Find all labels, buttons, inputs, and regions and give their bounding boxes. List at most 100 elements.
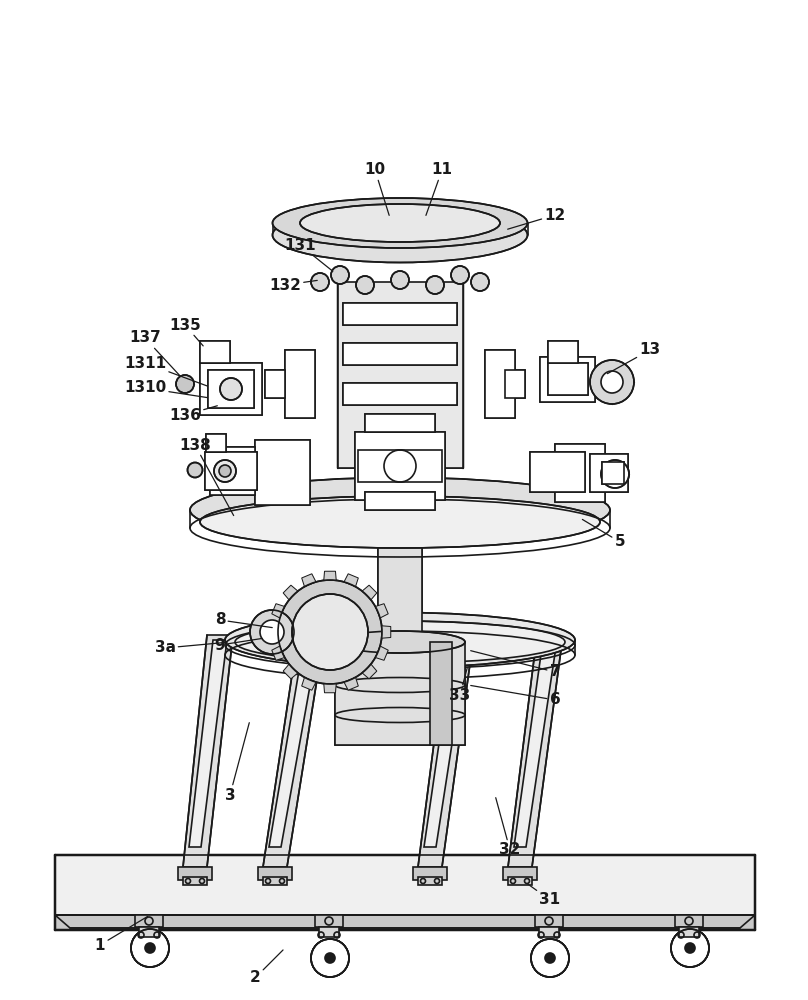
Polygon shape [183,635,233,867]
Ellipse shape [131,929,169,967]
Polygon shape [362,664,377,679]
Bar [205,452,257,490]
Bar [210,447,255,495]
Text: 32: 32 [496,798,520,857]
Text: 6: 6 [471,685,561,708]
Bar [355,432,445,500]
Text: 7: 7 [471,651,560,680]
Bar [343,343,457,365]
Bar [679,927,699,937]
Bar [343,383,457,405]
Circle shape [601,460,629,488]
Bar [365,414,435,432]
Ellipse shape [176,375,194,393]
Bar [555,444,605,502]
Bar [365,492,435,510]
Circle shape [278,580,382,684]
Text: 31: 31 [528,884,561,908]
Bar [675,915,703,927]
Circle shape [214,460,236,482]
Bar [178,867,212,880]
Bar [535,915,563,927]
Ellipse shape [601,460,629,488]
Circle shape [325,953,335,963]
Circle shape [671,929,709,967]
Text: 12: 12 [507,208,566,229]
Circle shape [131,929,169,967]
Bar [200,341,230,363]
Text: 1: 1 [95,916,148,952]
Bar [255,440,310,505]
Polygon shape [301,677,316,690]
Polygon shape [189,640,227,847]
Polygon shape [269,647,317,847]
Ellipse shape [272,208,528,262]
Polygon shape [424,647,467,847]
Text: 138: 138 [179,438,234,516]
Polygon shape [508,635,563,867]
Bar [343,303,457,325]
Text: 3: 3 [225,723,250,802]
Ellipse shape [311,939,349,977]
Text: 3a: 3a [154,641,227,656]
Bar [530,452,585,492]
Bar [418,877,442,885]
Bar [315,915,343,927]
Bar [135,915,163,927]
Polygon shape [514,640,557,847]
Bar [602,462,624,484]
Circle shape [601,371,623,393]
Circle shape [260,620,284,644]
Polygon shape [271,646,284,660]
Circle shape [590,360,634,404]
Bar [430,642,452,745]
Polygon shape [55,855,755,915]
Circle shape [426,276,444,294]
Bar [258,867,292,880]
Text: 8: 8 [215,612,272,628]
Polygon shape [344,677,358,690]
Ellipse shape [671,929,709,967]
Circle shape [356,276,374,294]
Bar [200,363,262,415]
Circle shape [220,378,242,400]
Circle shape [451,266,469,284]
Text: 13: 13 [608,342,661,374]
Bar [508,877,532,885]
Bar [285,350,315,418]
Circle shape [391,271,409,289]
Text: 135: 135 [169,318,203,346]
Text: 9: 9 [215,638,263,652]
Bar [539,927,559,937]
Bar [263,877,287,885]
Ellipse shape [190,478,610,542]
Circle shape [311,939,349,977]
Bar [343,383,457,405]
Text: 1311: 1311 [124,356,208,386]
Text: 5: 5 [583,519,625,550]
Bar [355,432,445,500]
Ellipse shape [225,612,575,668]
Polygon shape [55,915,755,928]
Bar [265,370,285,398]
Bar [365,492,435,510]
Polygon shape [335,642,465,745]
Text: 33: 33 [449,668,470,702]
Bar [208,370,254,408]
Polygon shape [324,571,336,580]
Circle shape [292,594,368,670]
Polygon shape [283,664,298,679]
Bar [505,370,525,398]
Bar [548,341,578,363]
Bar [285,350,315,418]
Bar [485,350,515,418]
Bar [338,282,462,468]
Polygon shape [362,585,377,600]
Polygon shape [263,642,323,867]
Bar [210,447,255,495]
Bar [255,440,310,505]
Bar [530,452,585,492]
Bar [540,357,595,402]
Bar [602,462,624,484]
Circle shape [545,953,555,963]
